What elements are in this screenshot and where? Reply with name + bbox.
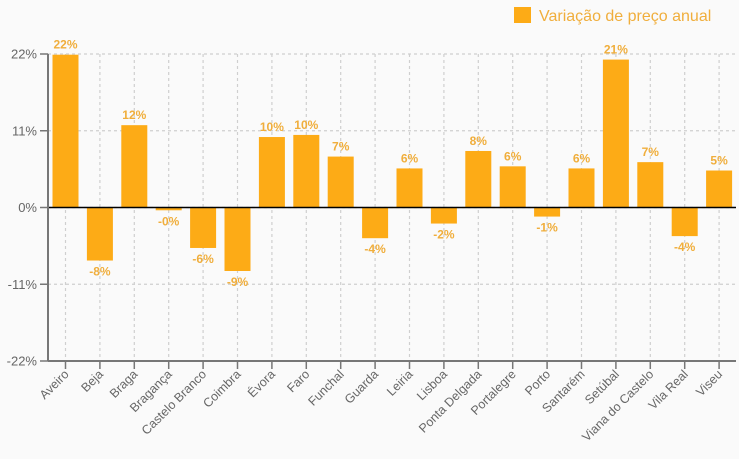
legend: Variação de preço anual [514, 7, 711, 25]
data-label: 7% [642, 145, 660, 159]
y-tick-label: -11% [8, 277, 38, 292]
data-label: 5% [710, 154, 728, 168]
bar [602, 59, 629, 208]
data-label: -6% [192, 252, 214, 266]
bar [465, 150, 492, 208]
x-tick-label: Funchal [305, 367, 346, 408]
x-tick-label: Viseu [693, 367, 725, 399]
y-tick-label: -22% [7, 354, 38, 369]
x-tick-label: Évora [244, 366, 278, 400]
bar [190, 207, 217, 248]
y-tick-label: 0% [18, 200, 37, 215]
data-label: 10% [294, 118, 318, 132]
bar [121, 125, 148, 208]
bar [534, 207, 561, 217]
legend-swatch [514, 7, 531, 23]
legend-label: Variação de preço anual [539, 8, 711, 25]
x-tick-label: Leiria [384, 367, 416, 399]
data-label: -1% [536, 221, 558, 235]
data-label: -4% [364, 242, 386, 256]
data-label: -2% [433, 228, 455, 242]
data-label: 6% [504, 149, 522, 163]
data-label: 8% [470, 134, 488, 148]
bar [362, 207, 389, 239]
bar [396, 168, 423, 208]
bar [637, 162, 664, 208]
y-axis-labels: 22% 11% 0% -11% -22% [7, 47, 38, 369]
data-label: 21% [604, 43, 628, 57]
bar [671, 207, 698, 237]
x-tick-label: Aveiro [37, 367, 72, 402]
value-labels: 22% -8% 12% -0% -6% -9% 10% 10% 7% -4% 6% -2% 8% 6% -1… [53, 38, 728, 289]
y-tick-label: 11% [12, 123, 37, 138]
x-tick-label: Faro [284, 367, 312, 395]
data-label: 7% [332, 140, 350, 154]
bar [224, 207, 251, 271]
x-tick-label: Coimbra [200, 367, 243, 410]
bar [568, 168, 595, 208]
axes [40, 53, 736, 369]
bar [155, 207, 182, 211]
data-label: -4% [674, 240, 696, 254]
bar [52, 54, 79, 208]
bars [52, 54, 733, 271]
x-tick-label: Beja [78, 367, 106, 395]
data-label: -9% [227, 275, 249, 289]
x-tick-label: Porto [522, 367, 553, 398]
data-label: 22% [53, 38, 77, 52]
bar [293, 134, 320, 208]
bar [430, 207, 457, 224]
y-tick-label: 22% [11, 47, 37, 62]
data-label: 6% [573, 151, 591, 165]
data-label: 6% [401, 151, 419, 165]
data-label: 12% [122, 108, 146, 122]
bar [706, 170, 733, 208]
data-label: -0% [158, 214, 180, 228]
bar [86, 207, 113, 261]
bar [258, 137, 285, 208]
bar [499, 166, 526, 208]
x-tick-label: Guarda [342, 367, 381, 406]
data-label: 10% [260, 120, 284, 134]
data-label: -8% [89, 265, 111, 279]
bar [327, 156, 354, 208]
